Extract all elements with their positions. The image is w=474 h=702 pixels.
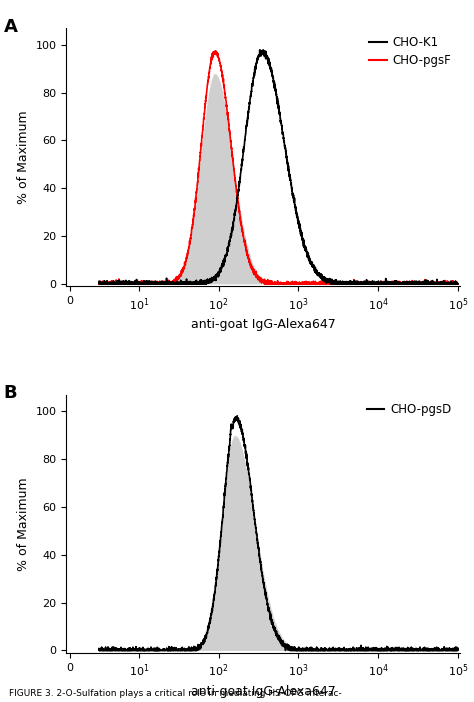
Legend: CHO-K1, CHO-pgsF: CHO-K1, CHO-pgsF	[367, 34, 454, 69]
Y-axis label: % of Maximum: % of Maximum	[17, 110, 30, 204]
Y-axis label: % of Maximum: % of Maximum	[17, 477, 30, 571]
Legend: CHO-pgsD: CHO-pgsD	[365, 401, 454, 418]
Text: FIGURE 3. 2-O-Sulfation plays a critical role in mediating HS-OPG interac-: FIGURE 3. 2-O-Sulfation plays a critical…	[9, 689, 342, 698]
Text: A: A	[3, 18, 17, 36]
X-axis label: anti-goat IgG-Alexa647: anti-goat IgG-Alexa647	[191, 318, 336, 331]
X-axis label: anti-goat IgG-Alexa647: anti-goat IgG-Alexa647	[191, 684, 336, 698]
Text: B: B	[3, 385, 17, 402]
